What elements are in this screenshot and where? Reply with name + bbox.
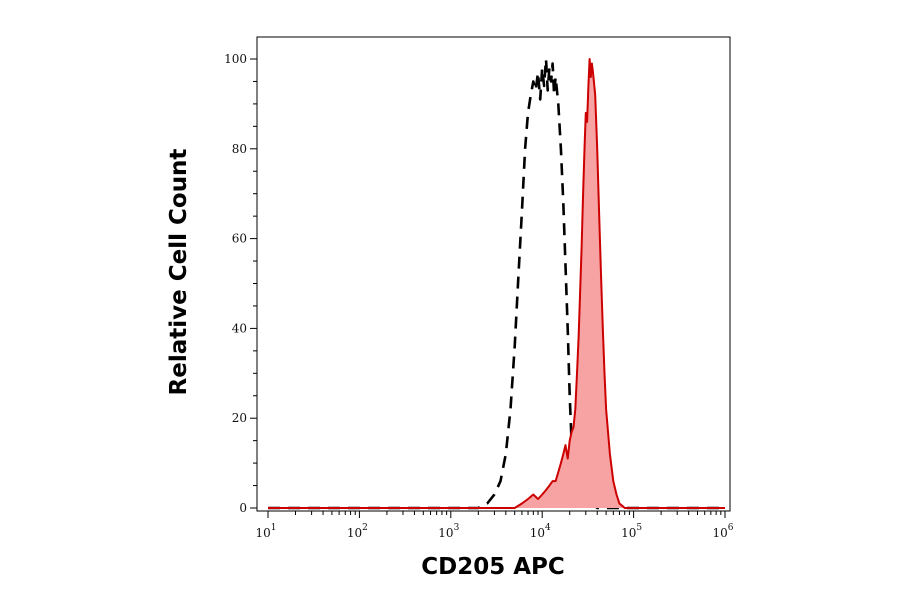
y-tick-label: 100 [224, 52, 247, 66]
series-fill-1 [268, 59, 725, 508]
x-axis-title: CD205 APC [421, 554, 565, 580]
x-tick-label: 106 [712, 523, 733, 540]
x-tick-label: 101 [255, 523, 276, 540]
x-tick-label: 105 [621, 523, 642, 540]
plot-frame [256, 36, 731, 512]
x-tick-label: 102 [347, 523, 368, 540]
series-layer [268, 57, 725, 510]
ticks-layer: 0 20 40 60 80 100 101 102 103 104 105 106 [224, 52, 734, 540]
y-tick-label: 80 [232, 142, 247, 156]
series-line-0 [268, 57, 725, 510]
x-tick-label: 104 [530, 523, 551, 540]
x-tick-label: 103 [438, 523, 459, 540]
series-line-1 [268, 58, 725, 509]
y-tick-label: 40 [232, 321, 247, 335]
y-axis-title: Relative Cell Count [166, 149, 192, 396]
y-tick-label: 60 [232, 232, 247, 246]
y-tick-label: 20 [232, 411, 247, 425]
y-tick-label: 0 [239, 501, 247, 515]
